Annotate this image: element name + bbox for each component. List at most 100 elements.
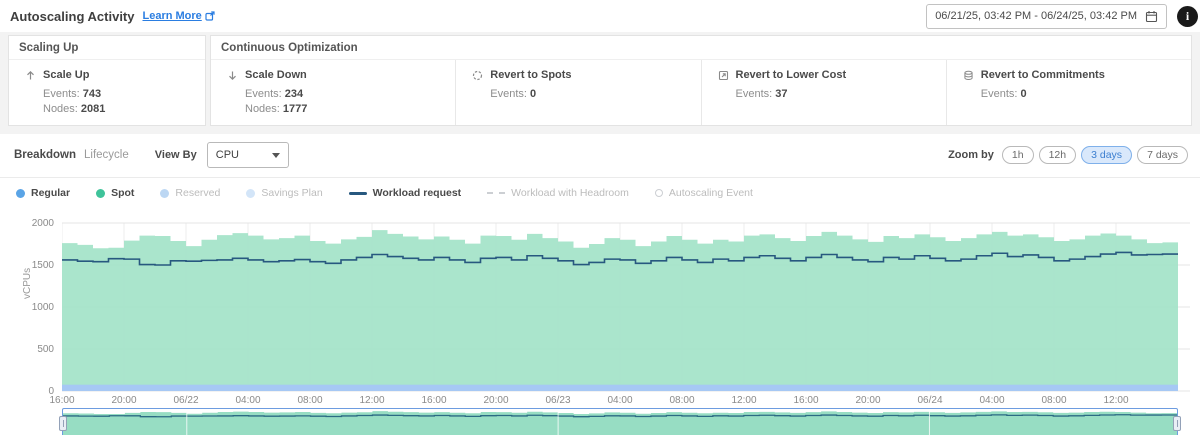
legend-spot[interactable]: Spot [96,187,134,199]
savings-plan-dot-icon [246,188,256,198]
metric-key: Events: [490,88,527,100]
x-tick-label: 08:00 [297,395,323,406]
legend-label: Workload with Headroom [511,187,629,199]
y-axis-label: vCPUs [22,267,33,299]
legend-savings-plan[interactable]: Savings Plan [246,187,323,199]
spot-dot-icon [96,188,106,198]
view-by-label: View By [154,149,197,161]
stat-revert-to-spots: Revert to Spots Events: 0 [455,60,700,125]
y-tick-label: 2000 [31,218,54,229]
y-tick-label: 1000 [31,302,54,313]
metric-value: 234 [284,88,304,100]
reserved-dot-icon [160,188,170,198]
page-header: Autoscaling Activity Learn More 06/21/25… [0,0,1200,32]
legend-label: Spot [111,187,135,199]
x-tick-label: 12:00 [1103,395,1129,406]
x-tick-label: 16:00 [421,395,447,406]
lower-cost-icon [718,70,728,80]
x-tick-label: 20:00 [855,395,881,406]
x-tick-label: 20:00 [483,395,509,406]
zoom-option-12h[interactable]: 12h [1038,146,1077,164]
legend-workload-request[interactable]: Workload request [348,187,462,199]
metric-key: Events: [735,88,773,100]
chart-legend: Regular Spot Reserved Savings Plan Workl… [0,178,1200,205]
x-tick-label: 08:00 [1041,395,1067,406]
x-tick-label: 08:00 [669,395,695,406]
metric-value: 743 [82,88,102,100]
x-tick-label: 06/23 [545,395,571,406]
navigator: 06/22/2506/23/2506/24/25 [0,408,1200,435]
regular-dot-icon [16,188,25,198]
legend-label: Regular [31,187,71,199]
navigator-chart [63,409,1177,435]
continuous-optimization-card: Continuous Optimization Scale Down Event… [210,35,1192,126]
stat-label: Scale Up [43,69,90,81]
stat-scale-down: Scale Down Events: 234 Nodes: 1777 [211,60,455,125]
tab-lifecycle[interactable]: Lifecycle [84,149,129,161]
chart-panel: Breakdown Lifecycle View By CPU Zoom by … [0,134,1200,435]
x-tick-label: 20:00 [111,395,137,406]
headroom-dash-icon [487,192,506,194]
x-tick-label: 06/24 [917,395,943,406]
card-title: Scaling Up [9,36,205,60]
metric-value: 0 [1020,88,1027,100]
zoom-option-7days[interactable]: 7 days [1137,146,1188,164]
metric-value: 1777 [282,103,308,115]
stat-label: Revert to Spots [490,69,572,81]
metric-value: 37 [775,88,788,100]
legend-autoscaling-event[interactable]: Autoscaling Event [654,187,753,199]
legend-workload-headroom[interactable]: Workload with Headroom [487,187,629,199]
view-by-value: CPU [215,149,239,161]
x-axis-ticks: 16:00 20:00 06/22 04:00 08:00 12:00 16:00 20:00… [0,395,1200,409]
legend-label: Workload request [372,187,462,199]
stat-label: Scale Down [245,69,307,81]
legend-reserved[interactable]: Reserved [160,187,220,199]
x-tick-label: 04:00 [979,395,1005,406]
metric-key: Events: [245,88,282,100]
main-chart-plot[interactable] [62,215,1190,393]
view-by-select[interactable]: CPU [206,142,289,168]
zoom-option-1h[interactable]: 1h [1001,146,1034,164]
calendar-icon[interactable] [1145,10,1158,23]
navigator-right-handle-icon[interactable] [1173,416,1181,431]
date-range-input[interactable]: 06/21/25, 03:42 PM - 06/24/25, 03:42 PM [926,3,1167,29]
learn-more-link[interactable]: Learn More [142,10,215,22]
metric-key: Nodes: [245,103,280,115]
date-range-value: 06/21/25, 03:42 PM - 06/24/25, 03:42 PM [935,10,1137,22]
stat-scale-up: Scale Up Events: 743 Nodes: 2081 [9,60,205,125]
x-tick-label: 16:00 [49,395,75,406]
stat-label: Revert to Commitments [980,69,1105,81]
zoom-by-label: Zoom by [948,149,994,161]
x-tick-label: 12:00 [731,395,757,406]
scaling-up-card: Scaling Up Scale Up Events: 743 Nodes: 2… [8,35,206,126]
legend-label: Autoscaling Event [668,187,753,199]
stat-revert-to-lower-cost: Revert to Lower Cost Events: 37 [700,60,946,125]
spot-icon [473,70,483,80]
tab-breakdown[interactable]: Breakdown [14,149,76,161]
info-icon[interactable]: i [1177,5,1198,27]
zoom-option-3days[interactable]: 3 days [1081,146,1133,164]
metric-key: Events: [980,88,1018,100]
legend-label: Savings Plan [261,187,323,199]
stat-revert-to-commitments: Revert to Commitments Events: 0 [945,60,1191,125]
learn-more-label: Learn More [142,10,202,22]
workload-line-icon [348,191,367,195]
x-tick-label: 12:00 [359,395,385,406]
x-tick-label: 04:00 [235,395,261,406]
metric-value: 2081 [80,103,106,115]
stats-region: Scaling Up Scale Up Events: 743 Nodes: 2… [0,32,1200,134]
metric-key: Events: [43,88,80,100]
arrow-up-icon [27,70,34,79]
x-tick-label: 06/22 [173,395,199,406]
x-tick-label: 04:00 [607,395,633,406]
legend-regular[interactable]: Regular [16,187,70,199]
chart-controls: Breakdown Lifecycle View By CPU Zoom by … [0,134,1200,178]
page-title: Autoscaling Activity [10,8,135,24]
stat-label: Revert to Lower Cost [735,69,847,81]
navigator-left-handle-icon[interactable] [59,416,67,431]
navigator-selection[interactable]: 06/22/2506/23/2506/24/25 [59,408,1181,435]
x-tick-label: 16:00 [793,395,819,406]
arrow-down-icon [229,71,236,80]
chevron-down-icon [271,152,280,158]
metric-key: Nodes: [43,103,78,115]
